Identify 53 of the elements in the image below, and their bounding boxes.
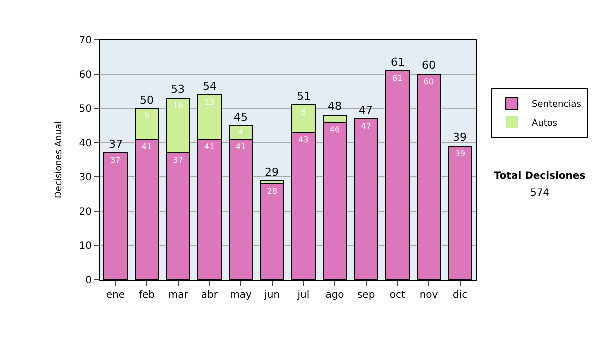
data-label: 37	[110, 156, 121, 166]
text: 574	[530, 188, 550, 199]
data-label: 41	[142, 142, 152, 152]
y-tick-label: 40	[79, 138, 92, 150]
data-label: 16	[173, 101, 184, 110]
total-label: 50	[140, 94, 154, 107]
data-label: 9	[144, 112, 150, 121]
y-axis-title: Decisiones Anual	[54, 122, 65, 198]
data-label: 41	[204, 142, 215, 152]
total-label: 60	[422, 59, 436, 72]
y-tick-label: 70	[79, 36, 92, 46]
text: Total Decisiones	[494, 171, 586, 182]
x-tick-label: feb	[138, 290, 156, 301]
data-label: 13	[204, 98, 215, 107]
total-label: 51	[297, 90, 311, 103]
x-tick-label: jun	[264, 290, 280, 301]
y-tick-label: 10	[79, 241, 92, 252]
legend-label: Sentencias	[532, 100, 582, 110]
x-tick-label: mar	[168, 290, 190, 301]
x-tick-label: ene	[106, 290, 125, 301]
total-label: 45	[234, 111, 248, 124]
data-label: 60	[424, 77, 434, 86]
x-tick-label: jul	[296, 290, 310, 301]
legend-label: Autos	[532, 119, 558, 130]
total-label: 61	[391, 56, 405, 69]
y-tick-label: 0	[86, 276, 92, 286]
total-label: 53	[171, 83, 185, 96]
data-label: 8	[301, 108, 306, 118]
data-label: 47	[361, 122, 372, 131]
y-tick-label: 60	[79, 70, 92, 81]
y-tick-label: 50	[79, 104, 92, 116]
x-tick-label: dic	[453, 290, 468, 301]
data-label: 39	[455, 149, 466, 158]
total-label: 48	[328, 100, 342, 113]
data-label: 46	[330, 125, 340, 134]
total-label: 29	[265, 166, 279, 179]
x-tick-label: nov	[420, 290, 438, 301]
x-tick-label: ago	[326, 290, 344, 301]
data-label: 41	[236, 142, 246, 152]
data-label: 43	[298, 136, 309, 145]
total-label: 47	[359, 104, 373, 117]
total-label: 37	[109, 138, 123, 151]
x-tick-label: sep	[357, 290, 376, 301]
data-label: 61	[392, 74, 403, 83]
total-label: 39	[453, 131, 467, 144]
x-tick-label: oct	[390, 290, 406, 301]
y-tick-label: 30	[79, 172, 92, 184]
data-label: 28	[267, 187, 278, 196]
y-tick-label: 20	[79, 206, 92, 218]
x-tick-label: may	[230, 290, 252, 301]
data-label: 37	[173, 156, 184, 166]
total-label: 54	[203, 80, 217, 93]
x-tick-label: abr	[201, 290, 219, 301]
